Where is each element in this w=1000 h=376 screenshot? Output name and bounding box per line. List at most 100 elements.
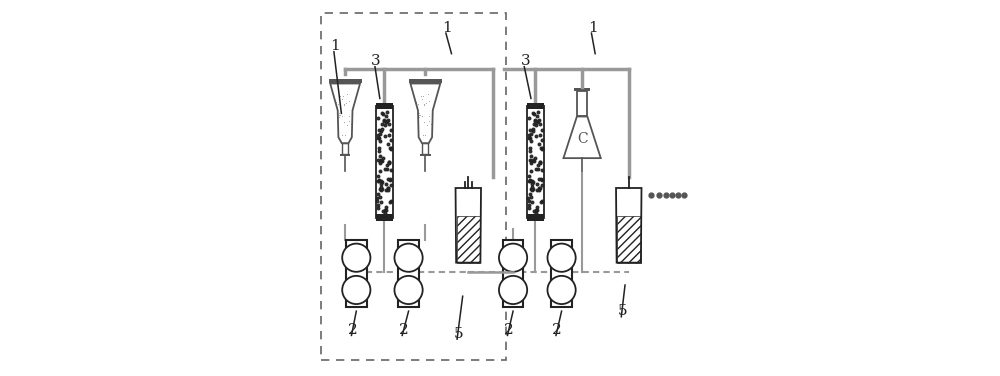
Point	[373, 178, 389, 184]
Bar	[321, 12, 506, 360]
Point	[523, 153, 539, 159]
Point	[375, 208, 391, 214]
Point	[372, 131, 388, 137]
Circle shape	[342, 276, 370, 304]
Point	[373, 127, 389, 133]
Point	[378, 180, 394, 186]
Text: 1: 1	[588, 21, 597, 35]
Point	[383, 146, 399, 152]
Point	[526, 111, 542, 117]
Point	[379, 109, 395, 115]
Point	[530, 162, 546, 168]
Point	[529, 187, 545, 193]
Point	[377, 210, 393, 216]
Point	[381, 159, 397, 165]
Point	[370, 132, 386, 138]
Point	[372, 194, 388, 200]
Bar	[340, 154, 350, 156]
Point	[528, 133, 544, 139]
Bar	[577, 91, 587, 117]
Point	[532, 160, 548, 166]
Point	[370, 191, 386, 197]
Point	[520, 196, 536, 202]
Bar	[342, 143, 348, 154]
Point	[529, 204, 545, 210]
Point	[534, 167, 550, 173]
Point	[524, 185, 540, 191]
Text: 2: 2	[504, 323, 513, 337]
Circle shape	[547, 276, 576, 304]
Point	[379, 118, 395, 124]
Point	[379, 162, 395, 168]
Point	[523, 131, 539, 137]
Point	[383, 127, 399, 133]
Point	[383, 167, 399, 173]
Point	[522, 178, 538, 184]
Point	[524, 199, 540, 205]
Point	[375, 111, 391, 117]
Point	[524, 181, 540, 187]
Point	[374, 179, 390, 185]
Point	[372, 168, 388, 174]
Point	[523, 138, 539, 144]
Point	[372, 153, 388, 159]
Point	[521, 132, 537, 138]
Point	[373, 181, 389, 187]
Point	[373, 187, 389, 193]
Point	[523, 158, 539, 164]
Point	[378, 204, 394, 210]
Point	[373, 199, 389, 205]
Point	[521, 135, 537, 141]
Point	[522, 135, 538, 141]
Point	[383, 145, 399, 151]
Circle shape	[394, 244, 423, 272]
Point	[377, 166, 393, 172]
Bar	[346, 240, 367, 308]
Point	[371, 145, 387, 151]
Point	[373, 185, 389, 191]
Point	[374, 126, 390, 132]
Text: 5: 5	[453, 327, 463, 341]
Circle shape	[499, 244, 527, 272]
Point	[523, 194, 539, 200]
Bar	[376, 106, 393, 218]
Point	[534, 127, 550, 133]
Point	[521, 115, 537, 121]
Point	[371, 135, 387, 141]
Point	[530, 109, 546, 115]
Point	[374, 110, 390, 116]
Point	[525, 186, 541, 192]
Point	[525, 179, 541, 185]
Point	[527, 117, 543, 123]
Point	[521, 205, 537, 211]
Point	[522, 177, 538, 183]
Bar	[376, 214, 393, 221]
Point	[524, 178, 540, 184]
Bar	[617, 216, 641, 263]
Point	[532, 121, 548, 127]
Point	[531, 141, 547, 147]
Point	[522, 145, 538, 151]
Point	[525, 110, 541, 116]
Point	[525, 127, 541, 133]
Point	[531, 176, 547, 182]
Bar	[457, 216, 480, 263]
Text: 5: 5	[618, 304, 627, 318]
Point	[521, 198, 537, 204]
Point	[369, 196, 385, 202]
Circle shape	[394, 276, 423, 304]
Point	[378, 113, 394, 119]
Point	[375, 155, 391, 161]
Point	[380, 185, 396, 191]
Point	[521, 202, 537, 208]
Point	[378, 119, 394, 125]
Point	[370, 135, 386, 141]
Point	[525, 126, 541, 132]
Text: 3: 3	[371, 54, 381, 68]
Point	[380, 176, 396, 182]
Point	[372, 158, 388, 164]
Bar	[398, 240, 419, 308]
Point	[532, 185, 548, 191]
Point	[534, 177, 550, 183]
Point	[374, 186, 390, 192]
